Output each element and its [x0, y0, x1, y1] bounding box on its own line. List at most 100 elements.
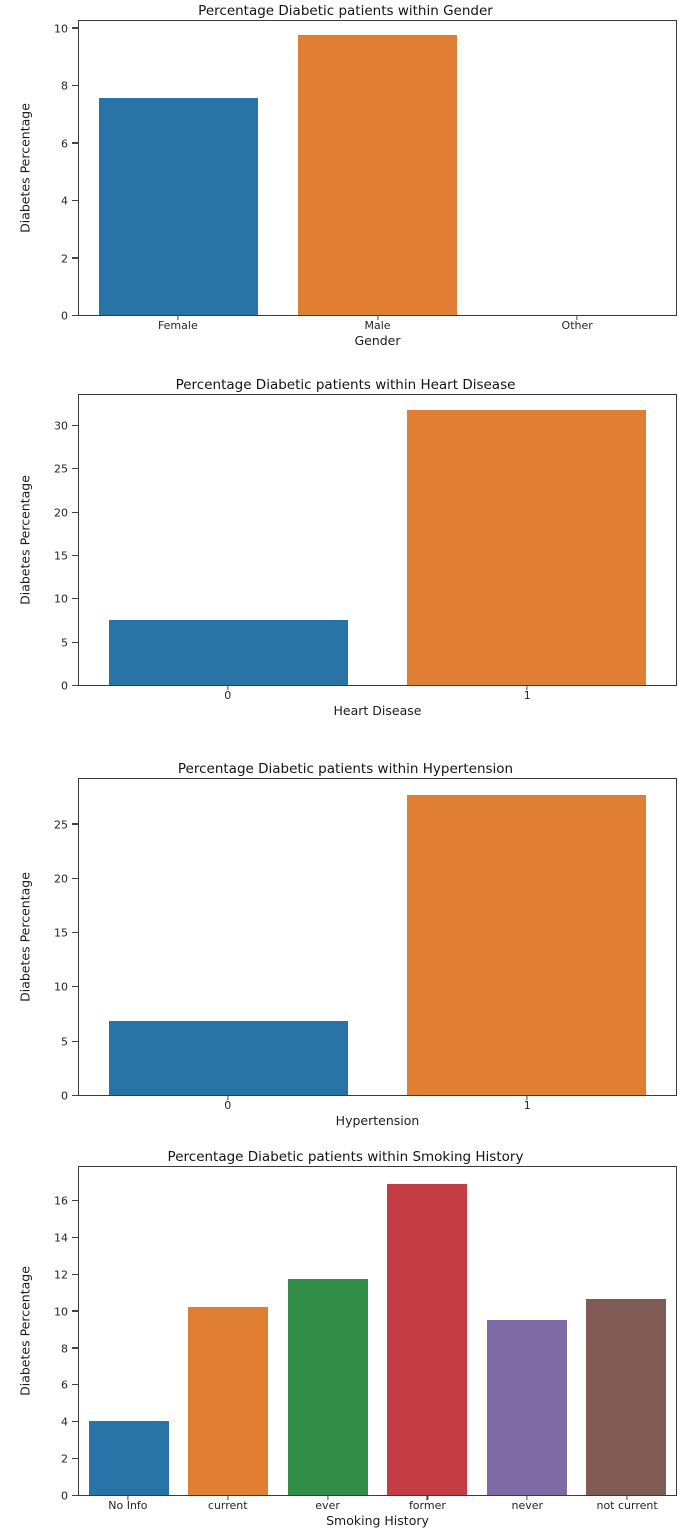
y-axis-label: Diabetes Percentage: [14, 20, 36, 316]
x-axis-label: Gender: [354, 333, 401, 348]
y-tick-mark: [72, 199, 78, 202]
x-tick-label: 1: [523, 689, 531, 702]
bar-female: [98, 98, 259, 315]
y-tick-label: 20: [54, 506, 68, 520]
bar-not-current: [586, 1298, 667, 1495]
y-axis-ticks: 0 2 4 6 8 10: [36, 20, 78, 322]
y-tick-mark: [72, 554, 78, 557]
y-tick-label: 10: [54, 22, 68, 36]
plot-area: [78, 1166, 677, 1496]
y-tick-label: 16: [54, 1194, 68, 1208]
x-tick-label: 1: [523, 1099, 531, 1112]
y-tick-label: 10: [54, 980, 68, 994]
y-tick-label: 0: [61, 1489, 68, 1503]
y-tick-mark: [72, 142, 78, 144]
y-axis-ticks: 0 5 10 15 20 25 30: [36, 394, 78, 692]
x-tick-label: Other: [561, 319, 593, 332]
y-axis-ticks: 0 2 4 6 8 10 12 14 16: [36, 1166, 78, 1502]
x-tick-label: current: [207, 1499, 248, 1512]
x-tick-label: not current: [596, 1499, 658, 1512]
chart-title: Percentage Diabetic patients within Smok…: [167, 1149, 524, 1165]
y-tick-mark: [72, 1199, 78, 1202]
chart-heart-disease: Percentage Diabetic patients within Hear…: [0, 368, 685, 748]
plot-row: Diabetes Percentage 0 5 10 15 20 25: [14, 778, 677, 1102]
bar-ever: [287, 1278, 368, 1495]
y-tick-mark: [72, 684, 78, 686]
y-tick-label: 15: [54, 549, 68, 563]
x-tick-mark: [227, 686, 229, 690]
x-tick-mark: [526, 1496, 528, 1500]
plot-area: [78, 20, 677, 316]
x-tick-mark: [227, 1496, 229, 1500]
y-tick-mark: [72, 1384, 78, 1386]
y-tick-mark: [72, 1457, 78, 1460]
y-axis-label: Diabetes Percentage: [14, 394, 36, 686]
y-tick-mark: [72, 1236, 78, 1238]
chart-title: Percentage Diabetic patients within Gend…: [198, 3, 493, 19]
x-tick-mark: [426, 1496, 428, 1500]
y-tick-mark: [72, 511, 78, 513]
x-tick-label: 0: [224, 689, 232, 702]
x-axis-ticks: No Info current ever former never not current: [78, 1496, 677, 1512]
y-tick-mark: [72, 641, 78, 643]
x-tick-mark: [576, 316, 578, 320]
x-axis-ticks: Female Male Other: [78, 316, 677, 332]
x-axis-label: Smoking History: [326, 1513, 429, 1528]
y-tick-label: 30: [54, 419, 68, 433]
y-axis-label-text: Diabetes Percentage: [17, 872, 33, 1002]
y-tick-label: 15: [54, 926, 68, 940]
x-tick-mark: [326, 1496, 329, 1500]
x-tick-mark: [376, 316, 379, 320]
y-tick-label: 14: [54, 1231, 68, 1245]
y-tick-label: 0: [61, 1089, 68, 1103]
y-tick-mark: [72, 314, 78, 316]
x-tick-label: Female: [157, 319, 198, 332]
y-tick-mark: [72, 27, 78, 29]
bar-0: [108, 620, 348, 685]
y-tick-mark: [72, 257, 78, 259]
x-axis-label: Heart Disease: [333, 703, 422, 718]
chart-hypertension: Percentage Diabetic patients within Hype…: [0, 748, 685, 1142]
y-tick-label: 0: [61, 309, 68, 323]
y-axis-label-text: Diabetes Percentage: [17, 475, 33, 605]
y-tick-mark: [72, 424, 78, 427]
x-tick-mark: [227, 1096, 229, 1100]
y-tick-mark: [72, 1094, 78, 1096]
y-tick-label: 8: [61, 1342, 68, 1356]
plot-area: [78, 394, 677, 686]
x-tick-mark: [526, 686, 528, 690]
y-tick-label: 2: [61, 252, 68, 266]
chart-smoking-history: Percentage Diabetic patients within Smok…: [0, 1142, 685, 1534]
y-tick-mark: [72, 823, 78, 825]
y-tick-mark: [72, 84, 78, 87]
bar-current: [188, 1307, 269, 1495]
bar-former: [387, 1184, 468, 1495]
y-tick-label: 25: [54, 818, 68, 832]
y-tick-label: 4: [61, 1415, 68, 1429]
x-tick-label: ever: [315, 1499, 340, 1512]
x-tick-label: never: [511, 1499, 544, 1512]
x-tick-label: 0: [224, 1099, 232, 1112]
y-axis-label: Diabetes Percentage: [14, 1166, 36, 1496]
y-tick-mark: [72, 1273, 78, 1275]
y-axis-label-text: Diabetes Percentage: [17, 103, 33, 233]
y-tick-mark: [72, 932, 78, 934]
x-tick-label: former: [408, 1499, 446, 1512]
y-axis-label: Diabetes Percentage: [14, 778, 36, 1096]
y-tick-label: 2: [61, 1452, 68, 1466]
bar-never: [486, 1320, 567, 1495]
y-tick-mark: [72, 986, 78, 988]
y-tick-label: 6: [61, 1378, 68, 1392]
y-tick-label: 5: [61, 1035, 68, 1049]
chart-gender: Percentage Diabetic patients within Gend…: [0, 0, 685, 368]
y-tick-label: 10: [54, 1305, 68, 1319]
x-tick-mark: [127, 1496, 129, 1500]
y-tick-mark: [72, 598, 78, 600]
y-axis-ticks: 0 5 10 15 20 25: [36, 778, 78, 1102]
x-tick-mark: [526, 1096, 528, 1100]
plot-row: Diabetes Percentage 0 2 4 6 8 10: [14, 20, 677, 322]
y-tick-label: 10: [54, 592, 68, 606]
